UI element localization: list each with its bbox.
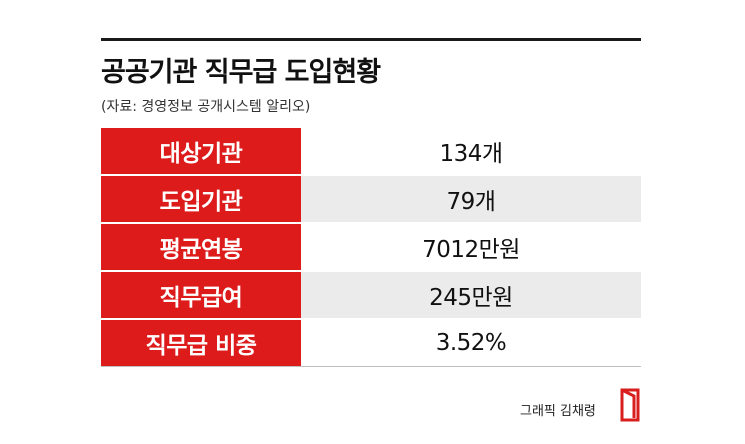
row-label: 평균연봉: [101, 224, 301, 270]
publisher-logo-icon: [620, 388, 640, 422]
row-value: 79개: [301, 176, 641, 222]
table-row: 평균연봉 7012만원: [101, 224, 641, 270]
table-row: 직무급여 245만원: [101, 272, 641, 318]
row-label: 직무급여: [101, 272, 301, 318]
row-value: 245만원: [301, 272, 641, 318]
row-value: 3.52%: [301, 320, 641, 366]
top-rule: [101, 38, 641, 41]
source-note: (자료: 경영정보 공개시스템 알리오): [101, 99, 311, 115]
row-value: 7012만원: [301, 224, 641, 270]
row-label: 도입기관: [101, 176, 301, 222]
stats-table: 대상기관 134개 도입기관 79개 평균연봉 7012만원 직무급여 245만…: [101, 128, 641, 367]
row-label: 직무급 비중: [101, 320, 301, 366]
page-title: 공공기관 직무급 도입현황: [101, 57, 381, 88]
table-row: 대상기관 134개: [101, 128, 641, 174]
row-value: 134개: [301, 128, 641, 174]
graphic-credit: 그래픽 김채령: [520, 404, 596, 419]
table-row: 직무급 비중 3.52%: [101, 320, 641, 366]
table-row: 도입기관 79개: [101, 176, 641, 222]
row-label: 대상기관: [101, 128, 301, 174]
